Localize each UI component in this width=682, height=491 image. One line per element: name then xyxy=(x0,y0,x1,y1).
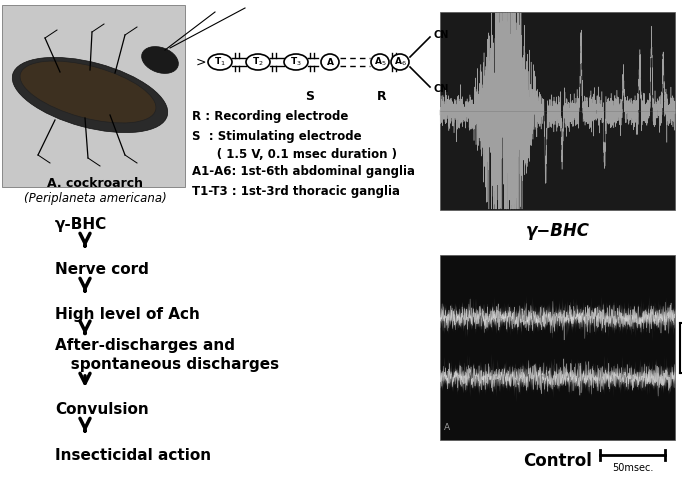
Bar xyxy=(440,255,675,440)
Ellipse shape xyxy=(321,54,339,70)
Text: After-discharges and
   spontaneous discharges: After-discharges and spontaneous dischar… xyxy=(55,338,279,372)
Text: (Periplaneta americana): (Periplaneta americana) xyxy=(24,192,166,205)
Text: A: A xyxy=(327,57,333,66)
Text: A$_5$: A$_5$ xyxy=(374,56,386,68)
Text: S: S xyxy=(306,90,314,103)
Bar xyxy=(2,5,185,187)
Ellipse shape xyxy=(391,54,409,70)
Text: A1-A6: 1st-6th abdominal ganglia: A1-A6: 1st-6th abdominal ganglia xyxy=(192,165,415,178)
Text: R : Recording electrode: R : Recording electrode xyxy=(192,110,349,123)
Text: Control: Control xyxy=(523,452,592,470)
Text: T$_3$: T$_3$ xyxy=(290,56,302,68)
Text: T$_2$: T$_2$ xyxy=(252,56,264,68)
Text: Nerve cord: Nerve cord xyxy=(55,263,149,277)
Text: CN: CN xyxy=(433,84,448,94)
Text: T1-T3 : 1st-3rd thoracic ganglia: T1-T3 : 1st-3rd thoracic ganglia xyxy=(192,185,400,198)
Ellipse shape xyxy=(142,47,179,74)
Ellipse shape xyxy=(371,54,389,70)
Text: R: R xyxy=(377,90,387,103)
Ellipse shape xyxy=(208,54,232,70)
Ellipse shape xyxy=(246,54,270,70)
Text: Convulsion: Convulsion xyxy=(55,403,149,417)
Text: A. cockroarch: A. cockroarch xyxy=(47,177,143,190)
Text: γ−BHC: γ−BHC xyxy=(526,222,589,240)
Text: γ-BHC: γ-BHC xyxy=(55,218,107,233)
Text: CN: CN xyxy=(433,30,448,40)
Text: S  : Stimulating electrode
      ( 1.5 V, 0.1 msec duration ): S : Stimulating electrode ( 1.5 V, 0.1 m… xyxy=(192,130,397,161)
Text: T$_1$: T$_1$ xyxy=(214,56,226,68)
Ellipse shape xyxy=(20,61,156,123)
Text: $>$: $>$ xyxy=(193,55,207,69)
Ellipse shape xyxy=(284,54,308,70)
Text: 50msec.: 50msec. xyxy=(612,463,653,473)
Ellipse shape xyxy=(12,57,168,133)
Bar xyxy=(440,12,675,210)
Text: A$_6$: A$_6$ xyxy=(394,56,406,68)
Text: A: A xyxy=(444,423,450,432)
Text: High level of Ach: High level of Ach xyxy=(55,307,200,323)
Text: Insecticidal action: Insecticidal action xyxy=(55,447,211,463)
